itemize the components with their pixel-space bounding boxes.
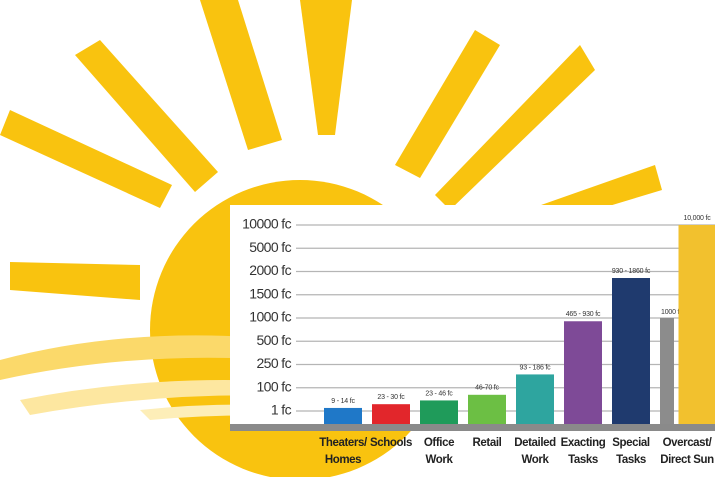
y-tick-label: 1500 fc: [249, 285, 291, 301]
x-tick-label: Schools: [370, 437, 412, 449]
y-tick-label: 5000 fc: [249, 239, 291, 255]
value-label: 465 - 930 fc: [566, 311, 601, 318]
y-tick-label: 2000 fc: [249, 262, 291, 278]
x-tick-label: Office: [424, 437, 454, 449]
x-tick-label: Theaters/: [319, 437, 368, 449]
y-tick-label: 1000 fc: [249, 309, 291, 325]
baseline: [230, 424, 715, 431]
value-label: 930 - 1860 fc: [612, 268, 651, 275]
x-tick-label: Overcast/: [663, 437, 713, 449]
value-label: 23 - 46 fc: [425, 390, 453, 397]
value-label: 23 - 30 fc: [377, 394, 405, 401]
value-label: 46-70 fc: [475, 385, 499, 392]
x-tick-label: Tasks: [568, 454, 598, 466]
bar: [420, 400, 458, 424]
value-label: 93 - 186 fc: [520, 364, 552, 371]
bar: [564, 321, 602, 424]
y-tick-label: 250 fc: [256, 355, 291, 371]
bar: [660, 318, 674, 424]
x-tick-label: Detailed: [514, 437, 556, 449]
y-tick-label: 100 fc: [256, 378, 291, 394]
bar: [678, 225, 715, 424]
x-tick-label: Work: [426, 454, 454, 466]
bar: [324, 407, 362, 424]
value-label: 1000 fc: [661, 309, 683, 316]
y-tick-label: 10000 fc: [242, 216, 292, 232]
x-tick-label: Work: [522, 454, 550, 466]
value-label: 10,000 fc: [684, 215, 712, 222]
x-tick-label: Tasks: [616, 454, 646, 466]
x-tick-label: Special: [612, 437, 650, 449]
bar: [516, 374, 554, 424]
value-label: 9 - 14 fc: [331, 398, 355, 405]
x-tick-label: Direct Sun: [660, 454, 714, 466]
x-tick-label: Retail: [473, 437, 502, 449]
bar: [468, 394, 506, 424]
bar: [372, 404, 410, 424]
bar: [612, 278, 650, 424]
x-tick-label: Exacting: [561, 437, 606, 449]
x-tick-label: Homes: [325, 454, 361, 466]
y-tick-label: 1 fc: [271, 402, 292, 418]
y-tick-label: 500 fc: [256, 332, 291, 348]
